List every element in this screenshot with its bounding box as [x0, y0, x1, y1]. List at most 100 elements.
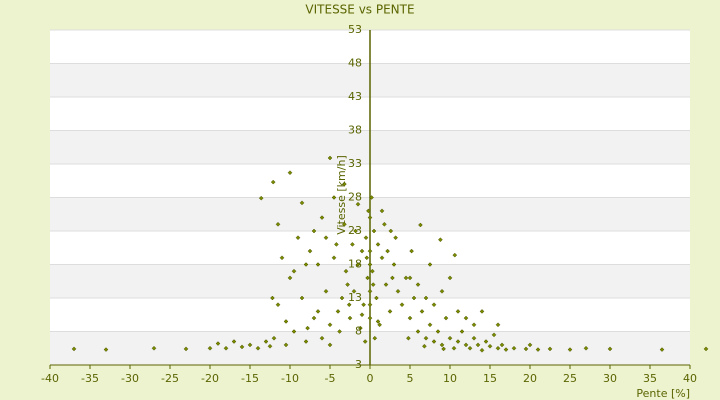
- point: [451, 345, 457, 351]
- point: [339, 295, 345, 301]
- point: [151, 345, 157, 351]
- x-tick-label: -30: [121, 372, 139, 385]
- x-tick-label: 35: [643, 372, 657, 385]
- point: [375, 319, 381, 324]
- point: [366, 208, 371, 214]
- point: [463, 342, 469, 348]
- point: [334, 242, 339, 247]
- point: [258, 195, 264, 201]
- x-tick-label: 10: [443, 372, 457, 385]
- point: [511, 345, 517, 351]
- point: [423, 295, 429, 301]
- point: [441, 346, 446, 352]
- point: [567, 347, 573, 352]
- point: [659, 347, 665, 352]
- y-tick-label: 53: [348, 23, 362, 36]
- point: [353, 228, 358, 234]
- point: [267, 343, 273, 349]
- point: [370, 268, 375, 274]
- point: [271, 335, 277, 341]
- point: [399, 302, 405, 308]
- point: [383, 282, 389, 287]
- point: [431, 302, 437, 308]
- point: [207, 345, 213, 351]
- x-axis-label: Pente [%]: [636, 387, 690, 400]
- point: [362, 339, 368, 344]
- point: [283, 342, 289, 348]
- point: [367, 215, 373, 220]
- point: [311, 315, 317, 321]
- point: [367, 302, 373, 308]
- point: [347, 315, 353, 321]
- x-tick-label: 25: [563, 372, 577, 385]
- point: [427, 262, 433, 267]
- x-tick-label: 15: [483, 372, 497, 385]
- point: [319, 215, 325, 220]
- point: [283, 319, 289, 324]
- point: [307, 248, 313, 254]
- point: [435, 329, 441, 334]
- point: [395, 288, 401, 294]
- point: [291, 329, 297, 334]
- point: [291, 268, 297, 274]
- point: [374, 295, 379, 301]
- point: [452, 252, 458, 258]
- point: [471, 335, 477, 341]
- point: [607, 346, 613, 352]
- x-tick-label: 40: [683, 372, 697, 385]
- point: [183, 346, 189, 352]
- point: [223, 345, 229, 351]
- chart-title: VITESSE vs PENTE: [305, 3, 414, 17]
- x-tick-label: 0: [367, 372, 374, 385]
- point: [423, 335, 429, 341]
- point: [459, 329, 465, 334]
- x-tick-label: -5: [325, 372, 336, 385]
- point: [491, 332, 497, 338]
- x-tick-label: -10: [281, 372, 299, 385]
- point: [439, 342, 445, 348]
- point: [365, 275, 370, 281]
- point: [287, 170, 293, 176]
- points: [71, 155, 709, 353]
- y-tick-label: 48: [348, 57, 362, 70]
- point: [415, 329, 421, 334]
- point: [364, 255, 370, 261]
- point: [231, 339, 237, 344]
- point: [372, 335, 378, 341]
- x-tick-label: -15: [241, 372, 259, 385]
- point: [406, 335, 411, 341]
- point: [270, 179, 276, 185]
- point: [343, 268, 349, 274]
- point: [407, 275, 413, 281]
- x-tick-label: -35: [81, 372, 99, 385]
- point: [427, 322, 433, 328]
- point: [287, 275, 293, 281]
- point: [331, 195, 337, 200]
- point: [327, 322, 333, 328]
- point: [379, 208, 385, 214]
- point: [323, 235, 329, 241]
- point: [239, 344, 245, 350]
- point: [255, 345, 261, 351]
- point: [415, 282, 421, 287]
- x-tick-label: 30: [603, 372, 617, 385]
- point: [299, 295, 305, 301]
- point: [377, 322, 382, 328]
- point: [375, 242, 381, 247]
- point: [535, 347, 541, 352]
- y-tick-label: 13: [348, 291, 362, 304]
- point: [103, 347, 109, 352]
- point: [323, 288, 329, 294]
- point: [263, 339, 269, 344]
- point: [363, 235, 369, 241]
- point: [379, 255, 385, 261]
- point: [447, 275, 453, 281]
- x-tick-label: -40: [41, 372, 59, 385]
- point: [467, 345, 473, 351]
- point: [499, 342, 505, 348]
- point: [346, 302, 352, 308]
- point: [315, 262, 321, 267]
- point: [523, 346, 529, 352]
- point: [355, 201, 361, 207]
